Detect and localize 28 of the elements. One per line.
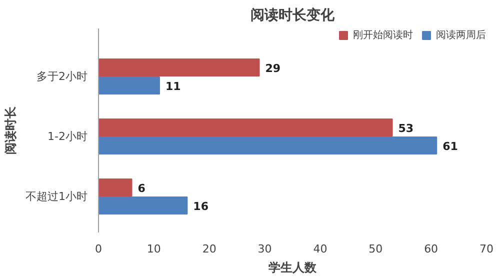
x-tick-label: 40 xyxy=(313,242,328,256)
bar xyxy=(98,76,160,95)
y-axis-title: 阅读时长 xyxy=(4,106,18,154)
data-label: 11 xyxy=(165,80,181,93)
x-tick-label: 50 xyxy=(368,242,383,256)
bar xyxy=(98,136,438,155)
data-label: 6 xyxy=(138,182,146,195)
x-tick-label: 60 xyxy=(424,242,438,256)
y-tick-label: 不超过1小时 xyxy=(26,190,88,203)
x-tick-label: 10 xyxy=(146,242,161,256)
bar xyxy=(98,196,188,215)
x-tick-label: 70 xyxy=(480,242,494,256)
chart-title: 阅读时长变化 xyxy=(250,6,336,24)
bar xyxy=(98,118,393,137)
bar xyxy=(98,178,132,197)
data-label: 16 xyxy=(193,200,209,213)
legend-label: 刚开始阅读时 xyxy=(353,28,413,42)
bar xyxy=(98,58,260,77)
legend-label: 阅读两周后 xyxy=(436,28,486,42)
x-tick-label: 30 xyxy=(258,242,272,256)
x-tick-label: 20 xyxy=(202,242,216,256)
y-tick-label: 多于2小时 xyxy=(36,70,88,83)
data-label: 53 xyxy=(398,122,414,135)
y-tick-label: 1-2小时 xyxy=(48,130,88,143)
x-axis-title: 学生人数 xyxy=(268,260,318,274)
data-label: 61 xyxy=(442,140,458,153)
data-label: 29 xyxy=(265,62,281,75)
x-tick-label: 0 xyxy=(95,242,102,256)
